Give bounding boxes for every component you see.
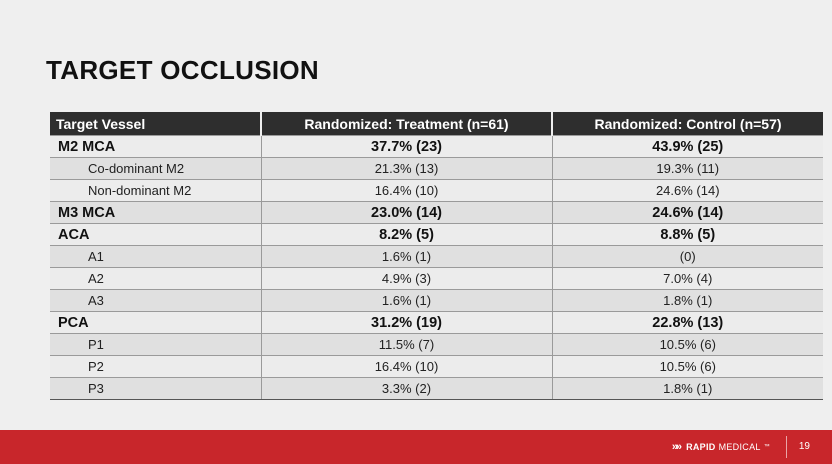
cell-treatment: 1.6% (1) [260, 245, 552, 268]
cell-control: 8.8% (5) [551, 223, 823, 246]
cell-treatment: 23.0% (14) [260, 201, 552, 224]
table-row: P2 16.4% (10) 10.5% (6) [50, 355, 823, 378]
footer-divider [786, 436, 787, 458]
cell-treatment: 16.4% (10) [260, 355, 552, 378]
table-row: PCA 31.2% (19) 22.8% (13) [50, 311, 823, 334]
cell-vessel: Non-dominant M2 [50, 179, 261, 202]
cell-vessel: P3 [50, 377, 261, 400]
table-row: M2 MCA 37.7% (23) 43.9% (25) [50, 135, 823, 158]
cell-control: (0) [551, 245, 823, 268]
cell-vessel: PCA [50, 311, 261, 334]
cell-control: 1.8% (1) [551, 377, 823, 400]
table-row: Co-dominant M2 21.3% (13) 19.3% (11) [50, 157, 823, 180]
cell-control: 24.6% (14) [551, 201, 823, 224]
cell-treatment: 31.2% (19) [260, 311, 552, 334]
cell-control: 7.0% (4) [551, 267, 823, 290]
table-row: M3 MCA 23.0% (14) 24.6% (14) [50, 201, 823, 224]
cell-vessel: M2 MCA [50, 135, 261, 158]
table-row: A3 1.6% (1) 1.8% (1) [50, 289, 823, 312]
table-row: P1 11.5% (7) 10.5% (6) [50, 333, 823, 356]
slide-title: TARGET OCCLUSION [46, 55, 319, 85]
cell-treatment: 16.4% (10) [260, 179, 552, 202]
cell-vessel: M3 MCA [50, 201, 261, 224]
header-target-vessel: Target Vessel [50, 112, 261, 136]
cell-vessel: Co-dominant M2 [50, 157, 261, 180]
cell-vessel: P2 [50, 355, 261, 378]
logo-trademark: ™ [763, 444, 770, 450]
cell-control: 10.5% (6) [551, 355, 823, 378]
table-header-row: Target Vessel Randomized: Treatment (n=6… [50, 112, 823, 136]
cell-vessel: P1 [50, 333, 261, 356]
cell-vessel: A3 [50, 289, 261, 312]
cell-treatment: 3.3% (2) [260, 377, 552, 400]
cell-treatment: 11.5% (7) [260, 333, 552, 356]
cell-vessel: A1 [50, 245, 261, 268]
logo-chevron-icon: »» [671, 441, 682, 453]
rapid-medical-logo: »» RAPID MEDICAL ™ [672, 441, 770, 453]
table-row: A2 4.9% (3) 7.0% (4) [50, 267, 823, 290]
cell-control: 10.5% (6) [551, 333, 823, 356]
cell-treatment: 21.3% (13) [260, 157, 552, 180]
table-row: P3 3.3% (2) 1.8% (1) [50, 377, 823, 400]
cell-treatment: 1.6% (1) [260, 289, 552, 312]
logo-text-light: MEDICAL [718, 442, 761, 452]
cell-control: 19.3% (11) [551, 157, 823, 180]
cell-control: 43.9% (25) [551, 135, 823, 158]
cell-control: 1.8% (1) [551, 289, 823, 312]
page-number: 19 [798, 441, 810, 452]
cell-vessel: ACA [50, 223, 261, 246]
table-row: ACA 8.2% (5) 8.8% (5) [50, 223, 823, 246]
table-row: Non-dominant M2 16.4% (10) 24.6% (14) [50, 179, 823, 202]
cell-treatment: 8.2% (5) [260, 223, 552, 246]
cell-control: 22.8% (13) [551, 311, 823, 334]
header-control: Randomized: Control (n=57) [551, 112, 823, 136]
table-body: M2 MCA 37.7% (23) 43.9% (25) Co-dominant M2… [50, 135, 823, 400]
cell-control: 24.6% (14) [551, 179, 823, 202]
cell-vessel: A2 [50, 267, 261, 290]
target-occlusion-table: Target Vessel Randomized: Treatment (n=6… [50, 112, 823, 400]
logo-text-bold: RAPID [686, 442, 716, 452]
header-treatment: Randomized: Treatment (n=61) [260, 112, 552, 136]
footer-bar: »» RAPID MEDICAL ™ 19 [0, 430, 832, 464]
cell-treatment: 37.7% (23) [260, 135, 552, 158]
table-row: A1 1.6% (1) (0) [50, 245, 823, 268]
cell-treatment: 4.9% (3) [260, 267, 552, 290]
